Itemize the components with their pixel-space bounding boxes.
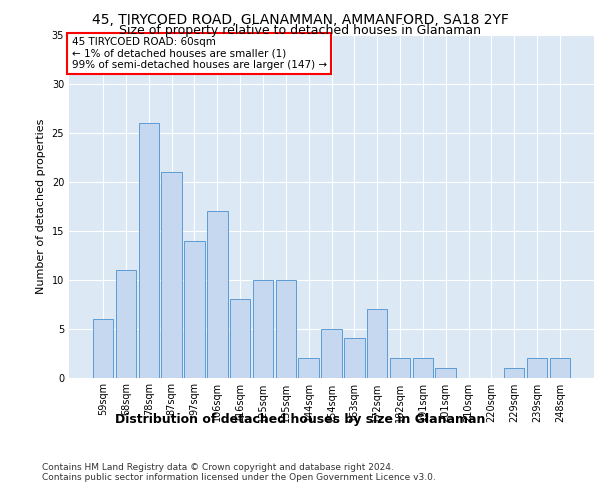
Bar xyxy=(161,172,182,378)
Bar xyxy=(253,280,273,378)
Text: Distribution of detached houses by size in Glanaman: Distribution of detached houses by size … xyxy=(115,412,485,426)
Bar xyxy=(139,123,159,378)
Text: 45 TIRYCOED ROAD: 60sqm
← 1% of detached houses are smaller (1)
99% of semi-deta: 45 TIRYCOED ROAD: 60sqm ← 1% of detached… xyxy=(71,36,327,70)
Bar xyxy=(527,358,547,378)
Bar xyxy=(436,368,456,378)
Bar xyxy=(275,280,296,378)
Bar xyxy=(230,299,250,378)
Bar xyxy=(207,211,227,378)
Bar xyxy=(298,358,319,378)
Bar xyxy=(321,328,342,378)
Bar xyxy=(390,358,410,378)
Bar xyxy=(184,240,205,378)
Text: Size of property relative to detached houses in Glanaman: Size of property relative to detached ho… xyxy=(119,24,481,37)
Bar xyxy=(550,358,570,378)
Y-axis label: Number of detached properties: Number of detached properties xyxy=(36,118,46,294)
Text: Contains HM Land Registry data © Crown copyright and database right 2024.
Contai: Contains HM Land Registry data © Crown c… xyxy=(42,462,436,482)
Bar xyxy=(413,358,433,378)
Bar xyxy=(504,368,524,378)
Bar xyxy=(116,270,136,378)
Bar xyxy=(344,338,365,378)
Bar xyxy=(367,309,388,378)
Bar xyxy=(93,319,113,378)
Text: 45, TIRYCOED ROAD, GLANAMMAN, AMMANFORD, SA18 2YF: 45, TIRYCOED ROAD, GLANAMMAN, AMMANFORD,… xyxy=(92,12,508,26)
